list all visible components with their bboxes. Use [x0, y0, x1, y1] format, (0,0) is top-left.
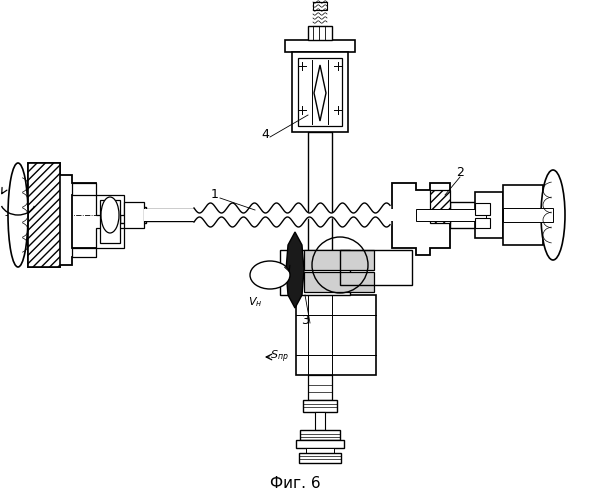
Bar [303, 400, 337, 412]
Text: $S_{пр}$: $S_{пр}$ [270, 349, 289, 365]
Polygon shape [28, 163, 96, 267]
Bar [503, 208, 553, 222]
Ellipse shape [250, 261, 290, 289]
Text: $V_з$: $V_з$ [7, 226, 20, 240]
Bar [285, 40, 355, 52]
Bar [296, 295, 376, 375]
Bar [385, 209, 425, 221]
Text: з: з [14, 226, 18, 234]
Bar [124, 202, 144, 228]
Bar [72, 248, 96, 257]
Bar [304, 250, 374, 270]
Bar [308, 215, 332, 295]
Bar [430, 190, 450, 223]
Text: Фиг. 6: Фиг. 6 [269, 476, 320, 490]
Bar [96, 195, 124, 215]
Bar [385, 209, 425, 221]
Bar [416, 209, 486, 221]
Bar [292, 52, 348, 132]
Bar [300, 430, 340, 440]
Ellipse shape [101, 197, 119, 233]
Bar [306, 448, 334, 453]
Bar [475, 203, 490, 215]
Bar [340, 250, 412, 285]
Bar [313, 2, 327, 10]
Bar [298, 58, 342, 126]
Polygon shape [392, 183, 450, 255]
Bar [280, 250, 350, 295]
Bar [144, 209, 194, 221]
Bar [503, 185, 543, 245]
Bar [475, 192, 503, 238]
Text: 4: 4 [261, 128, 269, 141]
Polygon shape [314, 65, 326, 121]
Bar [120, 207, 146, 223]
Bar [296, 440, 344, 448]
Bar [308, 132, 332, 215]
Text: 2: 2 [456, 166, 464, 179]
Ellipse shape [541, 170, 565, 260]
Bar [299, 453, 341, 463]
Text: 1: 1 [211, 188, 219, 202]
Bar [475, 218, 490, 228]
Ellipse shape [8, 163, 28, 267]
Bar [308, 26, 332, 40]
Text: V: V [8, 225, 15, 235]
Bar [144, 209, 199, 221]
Bar [96, 228, 124, 248]
Bar [308, 375, 332, 400]
Text: 3: 3 [301, 314, 309, 326]
Bar [450, 202, 475, 228]
Bar [28, 163, 60, 267]
Polygon shape [286, 232, 304, 308]
Text: $V_н$: $V_н$ [248, 295, 262, 309]
Bar [100, 200, 120, 243]
Bar [304, 272, 374, 292]
Bar [72, 183, 96, 195]
Bar [315, 412, 325, 430]
